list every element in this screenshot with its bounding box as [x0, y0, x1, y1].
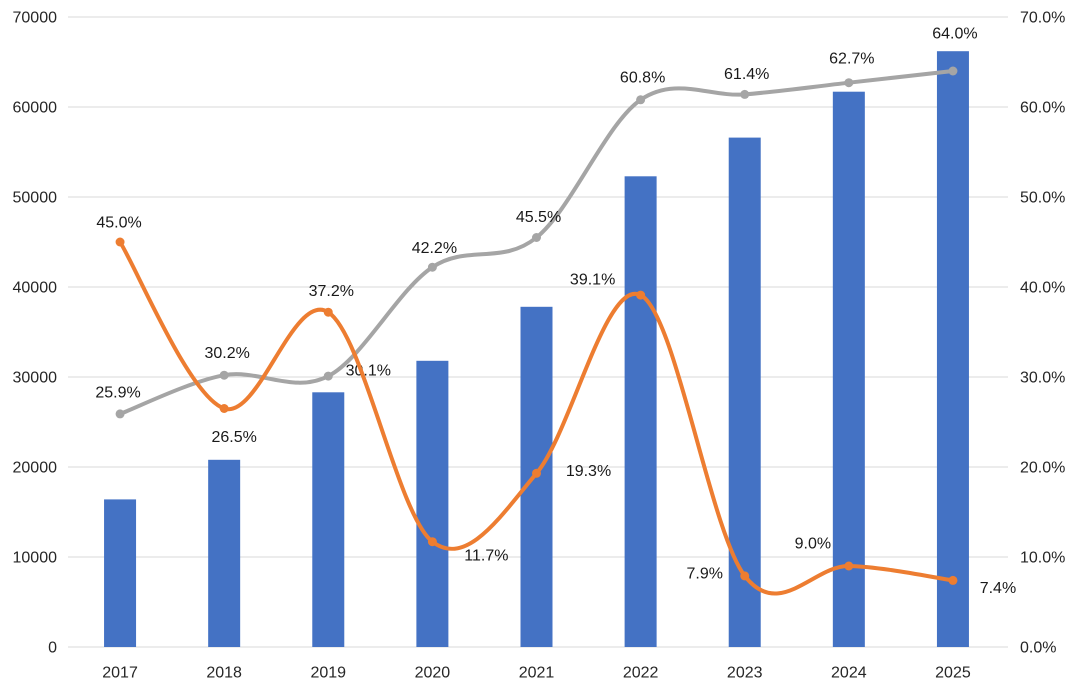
- right-axis-tick-label: 20.0%: [1020, 460, 1065, 477]
- left-axis-tick-label: 40000: [13, 280, 58, 297]
- bar-2017: [104, 499, 137, 647]
- share-line-gray-marker-2018: [219, 370, 229, 380]
- x-axis-label-2021: 2021: [519, 665, 555, 682]
- growth-line-orange-marker-2024: [844, 561, 854, 571]
- left-axis-tick-label: 60000: [13, 100, 58, 117]
- bar-2024: [832, 91, 865, 647]
- x-axis-label-2020: 2020: [415, 665, 451, 682]
- right-axis-tick-label: 0.0%: [1020, 640, 1056, 657]
- right-axis-tick-label: 40.0%: [1020, 280, 1065, 297]
- x-axis-label-2017: 2017: [102, 665, 138, 682]
- growth-line-orange-label-2017: 45.0%: [96, 215, 141, 232]
- x-axis-label-2024: 2024: [831, 665, 867, 682]
- line-series-growth-line-orange: 45.0% 26.5% 37.2% 11.7% 19.3% 39.1% 7.9% 9.0% 7.…: [96, 215, 1016, 597]
- left-axis-tick-label: 70000: [13, 10, 58, 27]
- share-line-gray-marker-2017: [115, 409, 125, 419]
- growth-line-orange-marker-2023: [740, 571, 750, 581]
- share-line-gray-label-2021: 45.5%: [516, 209, 561, 226]
- growth-line-orange-label-2023: 7.9%: [686, 566, 722, 583]
- growth-line-orange-marker-2019: [323, 307, 333, 317]
- right-axis-tick-label: 30.0%: [1020, 370, 1065, 387]
- growth-line-orange-label-2022: 39.1%: [570, 272, 615, 289]
- right-axis-tick-label: 60.0%: [1020, 100, 1065, 117]
- share-line-gray-marker-2020: [427, 262, 437, 272]
- right-axis-tick-label: 50.0%: [1020, 190, 1065, 207]
- growth-line-orange-marker-2021: [532, 468, 541, 478]
- left-axis-tick-label: 20000: [13, 460, 58, 477]
- share-line-gray-label-2018: 30.2%: [204, 345, 249, 362]
- x-axis-label-2019: 2019: [310, 665, 346, 682]
- bar-2020: [416, 360, 449, 647]
- share-line-gray-marker-2025: [948, 66, 958, 76]
- line-series-share-line-gray: 25.9% 30.2% 30.1% 42.2% 45.5% 60.8% 61.4% 62.7%…: [95, 26, 978, 419]
- share-line-gray-marker-2021: [532, 233, 541, 242]
- left-axis-tick-label: 30000: [13, 370, 58, 387]
- right-axis-tick-label: 10.0%: [1020, 550, 1065, 567]
- bar-2022: [624, 176, 657, 648]
- share-line-gray-label-2023: 61.4%: [724, 66, 769, 83]
- share-line-gray-label-2019: 30.1%: [346, 363, 391, 380]
- growth-line-orange-label-2018: 26.5%: [211, 429, 256, 446]
- growth-line-orange-label-2025: 7.4%: [980, 580, 1016, 597]
- bar-2018: [208, 459, 241, 647]
- growth-line-orange-marker-2025: [948, 575, 958, 585]
- bar-2023: [728, 137, 761, 647]
- growth-line-orange-marker-2022: [636, 290, 646, 300]
- share-line-gray-marker-2024: [844, 78, 854, 88]
- growth-line-orange-marker-2017: [115, 237, 125, 247]
- left-axis-tick-label: 10000: [13, 550, 58, 567]
- bar-2025: [936, 51, 969, 647]
- share-line-gray-label-2022: 60.8%: [620, 69, 665, 86]
- share-line-gray-label-2017: 25.9%: [95, 385, 140, 402]
- axis-tick-labels: 0 0.0% 10000 10.0% 20000 20.0% 30000 30.0% 40000…: [13, 10, 1066, 657]
- share-line-gray-label-2024: 62.7%: [829, 50, 874, 67]
- left-axis-tick-label: 50000: [13, 190, 58, 207]
- x-axis-label-2023: 2023: [727, 665, 763, 682]
- share-line-gray-marker-2022: [636, 95, 646, 105]
- growth-line-orange-label-2024: 9.0%: [795, 536, 831, 553]
- bar-2019: [312, 392, 345, 647]
- x-axis-label-2022: 2022: [623, 665, 659, 682]
- growth-line-orange-marker-2020: [427, 537, 437, 547]
- growth-line-orange-label-2019: 37.2%: [309, 283, 354, 300]
- share-line-gray-label-2020: 42.2%: [412, 240, 457, 257]
- share-line-gray-marker-2023: [740, 89, 750, 99]
- x-axis-label-2025: 2025: [935, 665, 971, 682]
- left-axis-tick-label: 0: [48, 640, 57, 657]
- right-axis-tick-label: 70.0%: [1020, 10, 1065, 27]
- share-line-gray-label-2025: 64.0%: [932, 26, 977, 43]
- share-line-gray-marker-2019: [323, 371, 333, 381]
- growth-line-orange-label-2020: 11.7%: [464, 547, 508, 564]
- growth-line-orange-label-2021: 19.3%: [566, 463, 611, 480]
- x-axis-label-2018: 2018: [206, 665, 242, 682]
- growth-line-orange-marker-2018: [219, 404, 229, 413]
- x-axis-labels: 2017 2018 2019 2020 2021 2022 2023 2024 2025: [102, 665, 971, 682]
